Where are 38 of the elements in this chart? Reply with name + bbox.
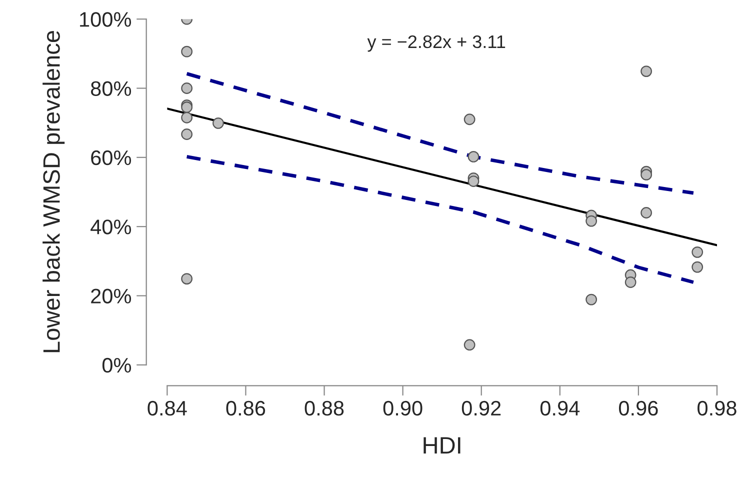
point	[181, 82, 193, 94]
y-tick-label: 20%	[91, 288, 132, 304]
point	[181, 273, 193, 284]
y-tick-label: 60%	[91, 150, 132, 166]
point	[468, 176, 480, 187]
point	[692, 246, 704, 258]
x-tick-label: 0.92	[462, 400, 501, 416]
point	[640, 207, 652, 218]
line-series	[185, 72, 696, 195]
y-axis-title: Lower back WMSD prevalence	[42, 30, 65, 352]
x-tick-label: 0.96	[618, 400, 658, 416]
x-axis-title: HDI	[424, 437, 460, 454]
point	[586, 294, 598, 306]
y-tick-label: 0%	[102, 358, 132, 373]
x-tick-label: 0.86	[226, 400, 266, 416]
point	[464, 114, 476, 126]
annotation: y = −2.82x + 3.11	[367, 35, 506, 52]
point	[181, 128, 193, 140]
point	[181, 112, 193, 124]
x-tick-label: 0.98	[698, 400, 736, 416]
y-tick-label: 40%	[90, 220, 132, 234]
point	[640, 168, 652, 180]
x-tick-label: 0.88	[304, 400, 344, 416]
x-tick-label: 0.84	[148, 400, 187, 416]
x-tick-label: 0.94	[540, 400, 580, 416]
y-tick-label: 80%	[90, 81, 132, 96]
point	[212, 117, 224, 129]
point	[181, 46, 193, 58]
point	[468, 151, 480, 162]
x-tick-label: 0.90	[383, 400, 422, 416]
point	[464, 339, 476, 351]
point	[640, 66, 652, 78]
line-series	[185, 154, 696, 284]
point	[692, 261, 704, 273]
point	[586, 215, 598, 227]
point	[624, 276, 636, 288]
y-tick-label: 100%	[80, 12, 132, 27]
point	[181, 102, 193, 113]
